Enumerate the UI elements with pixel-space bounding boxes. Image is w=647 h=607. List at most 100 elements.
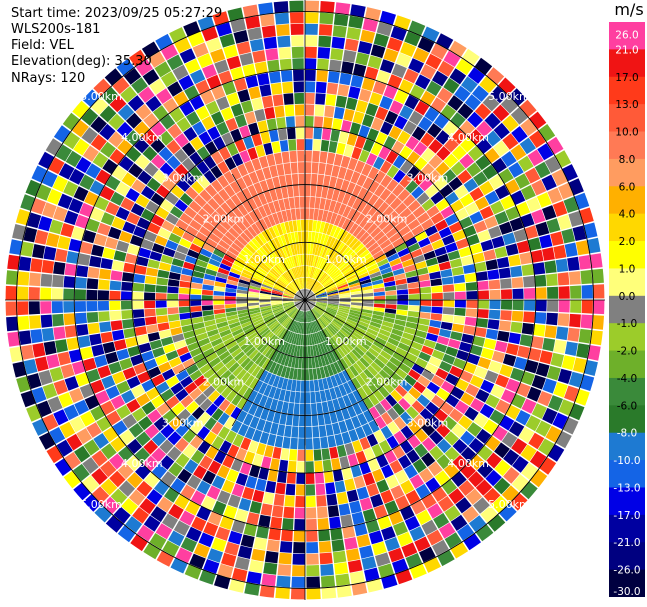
velocity-bin [502,232,516,246]
velocity-bin [309,368,314,380]
velocity-bin [335,257,346,268]
velocity-bin [363,447,376,461]
velocity-bin [355,426,366,440]
velocity-bin [272,94,284,107]
velocity-bin [201,495,216,511]
velocity-bin [30,329,43,344]
velocity-bin [225,250,237,260]
velocity-bin [271,291,283,296]
velocity-bin [583,222,598,239]
velocity-bin [42,202,57,218]
velocity-bin [162,247,176,258]
velocity-bin [293,333,298,345]
velocity-bin [380,425,393,439]
velocity-bin [315,303,327,308]
velocity-bin [305,291,313,300]
velocity-bin [240,357,251,369]
velocity-bin [264,257,274,268]
velocity-bin [252,489,265,503]
velocity-bin [297,150,305,162]
velocity-bin [245,329,257,338]
velocity-bin [568,371,584,388]
velocity-bin [312,345,317,357]
velocity-bin [273,324,282,334]
velocity-bin [161,220,175,232]
velocity-bin [98,279,110,290]
velocity-bin [159,162,174,177]
velocity-bin [553,339,567,354]
velocity-bin [341,407,351,420]
velocity-bin [344,38,359,52]
velocity-bin [305,173,311,185]
velocity-bin [242,400,253,413]
velocity-bin [436,146,451,161]
velocity-bin [100,331,114,344]
velocity-bin [327,306,338,311]
velocity-bin [289,391,296,403]
velocity-bin [272,375,280,388]
velocity-bin [312,426,320,438]
velocity-bin [342,525,356,539]
velocity-bin [356,200,367,213]
velocity-bin [295,255,300,267]
velocity-bin [305,289,309,300]
velocity-bin [413,141,428,156]
velocity-bin [407,200,421,213]
velocity-bin [235,256,247,266]
velocity-bin [305,300,309,311]
velocity-bin [322,329,330,340]
velocity-bin [43,246,57,261]
velocity-bin [151,154,166,169]
velocity-bin [461,76,478,93]
velocity-bin [316,295,328,299]
velocity-bin [297,266,302,278]
velocity-bin [356,246,367,257]
velocity-bin [249,309,261,315]
velocity-bin [450,331,463,341]
velocity-bin [301,323,304,334]
velocity-bin [151,395,165,409]
velocity-bin [305,300,316,302]
velocity-bin [348,282,361,288]
velocity-bin [218,70,233,85]
velocity-bin [271,301,282,304]
velocity-bin [294,300,305,303]
velocity-bin [320,274,329,284]
velocity-bin [287,285,297,293]
velocity-bin [74,399,90,415]
velocity-bin [509,217,524,232]
velocity-bin [443,121,459,137]
velocity-bin [290,281,299,291]
velocity-bin [293,542,305,554]
velocity-bin [465,488,483,505]
velocity-bin [334,275,345,283]
velocity-bin [321,128,332,141]
velocity-bin [289,12,304,24]
velocity-bin [17,271,30,286]
velocity-bin [362,303,374,307]
velocity-bin [329,267,339,277]
velocity-bin [192,322,205,330]
velocity-bin [406,449,420,464]
velocity-bin [305,300,316,303]
velocity-bin [362,139,375,153]
velocity-bin [29,315,42,329]
velocity-bin [384,308,397,314]
velocity-bin [510,190,526,205]
velocity-bin [199,398,213,411]
velocity-bin [326,249,334,260]
velocity-bin [271,505,284,518]
velocity-bin [290,244,296,256]
velocity-bin [477,357,491,370]
velocity-bin [520,185,536,201]
velocity-bin [409,84,425,100]
velocity-bin [267,469,278,482]
velocity-bin [362,423,373,437]
velocity-bin [338,288,350,293]
velocity-bin [542,337,556,352]
velocity-bin [221,132,234,146]
velocity-bin [444,431,459,446]
velocity-bin [255,478,267,492]
velocity-bin [419,178,433,192]
velocity-bin [283,294,294,298]
